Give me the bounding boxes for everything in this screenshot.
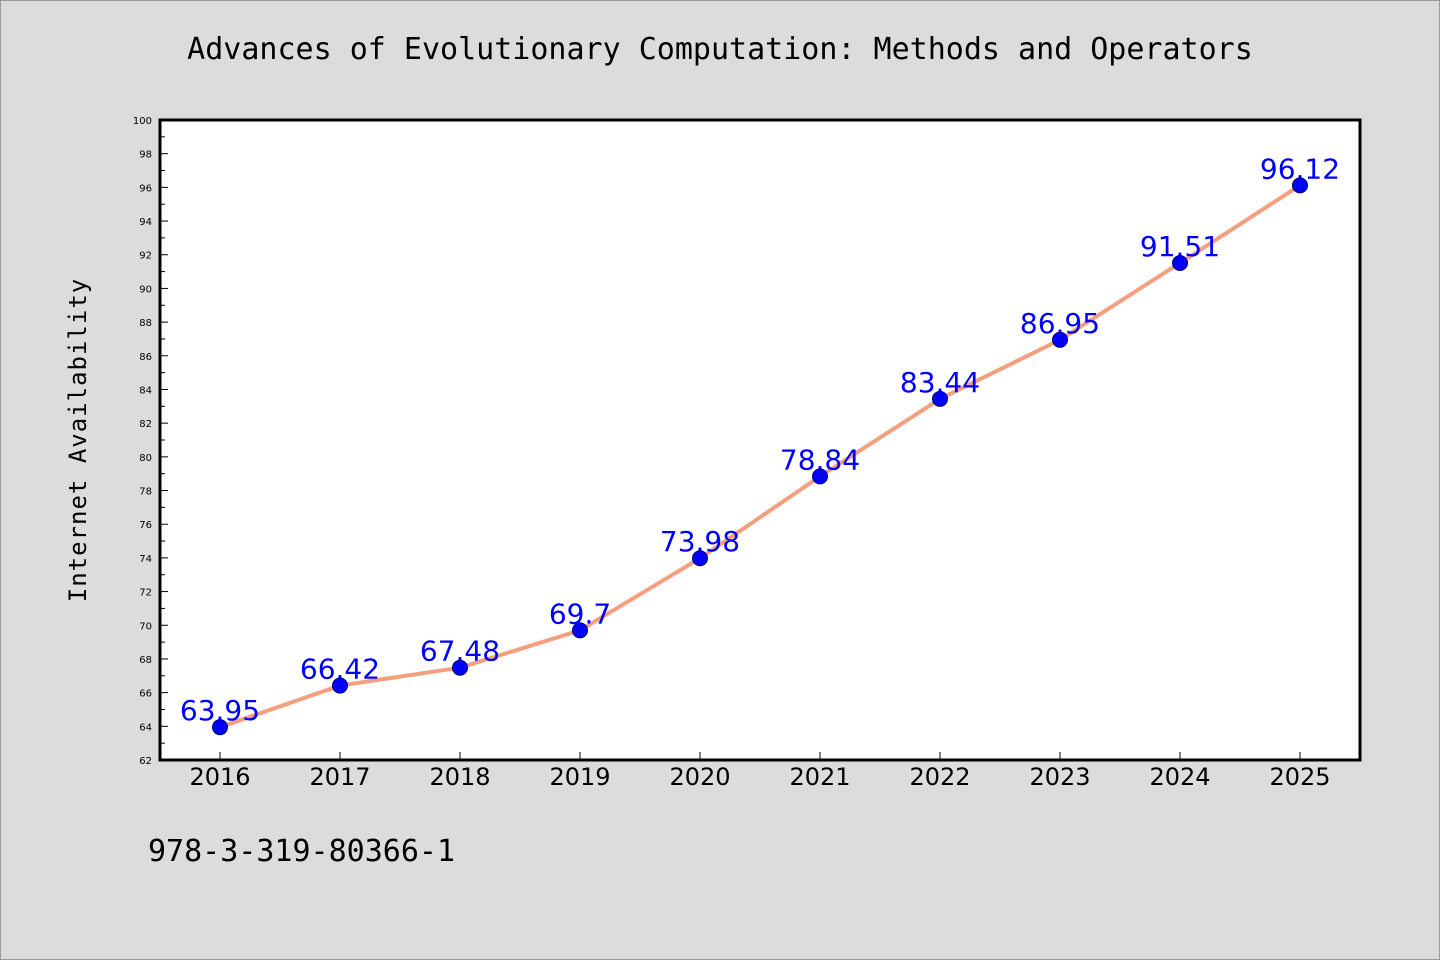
y-tick-label: 64	[139, 722, 152, 733]
data-point	[1172, 254, 1188, 271]
y-axis: 62 64 66 68 70 72 74 76 78 80 82 84 86 88 90 92 94 96 98 10…	[133, 116, 168, 767]
y-tick-label: 66	[139, 689, 152, 700]
data-point	[572, 622, 588, 639]
y-tick-label: 98	[139, 150, 152, 161]
y-tick-label: 90	[139, 284, 152, 295]
y-tick-label: 88	[139, 318, 152, 329]
data-point	[452, 659, 468, 676]
data-point	[692, 550, 708, 567]
y-tick-label: 68	[139, 655, 152, 666]
y-tick-label: 80	[139, 453, 152, 464]
y-tick-label: 100	[133, 116, 152, 127]
plot-border	[158, 118, 1362, 762]
y-tick-label: 92	[139, 251, 152, 262]
x-tick-label: 2023	[1029, 763, 1090, 791]
data-point	[932, 390, 948, 407]
x-tick-label: 2016	[189, 763, 250, 791]
y-tick-label: 72	[139, 588, 152, 599]
data-point	[212, 719, 228, 736]
x-axis: 2016 2017 2018 2019 2020 2021 2022 2023 2024 2025	[189, 752, 1331, 791]
data-point	[332, 677, 348, 694]
data-point	[1052, 331, 1068, 348]
y-tick-label: 70	[139, 621, 152, 632]
x-tick-label: 2022	[909, 763, 970, 791]
y-tick-label: 76	[139, 520, 152, 531]
chart-title: Advances of Evolutionary Computation: Me…	[187, 32, 1253, 67]
x-tick-label: 2019	[549, 763, 610, 791]
y-tick-label: 78	[139, 487, 152, 498]
y-tick-label: 82	[139, 419, 152, 430]
x-tick-label: 2025	[1269, 763, 1330, 791]
series-line	[218, 183, 1302, 730]
y-tick-label: 94	[139, 217, 152, 228]
x-tick-label: 2020	[669, 763, 730, 791]
y-tick-label: 96	[139, 183, 152, 194]
x-tick-label: 2021	[789, 763, 850, 791]
y-tick-label: 74	[139, 554, 152, 565]
x-tick-label: 2017	[309, 763, 370, 791]
x-tick-label: 2024	[1149, 763, 1210, 791]
series-group: 63.9566.4267.4869.773.9878.8483.4486.959…	[180, 152, 1340, 736]
plot-area	[160, 120, 1360, 760]
y-tick-label: 84	[139, 385, 152, 396]
data-point	[1292, 177, 1308, 194]
data-point	[812, 468, 828, 485]
y-tick-label: 86	[139, 352, 152, 363]
isbn-text: 978-3-319-80366-1	[148, 834, 456, 869]
x-tick-label: 2018	[429, 763, 490, 791]
y-tick-label: 62	[139, 756, 152, 767]
y-axis-label: Internet Availability	[64, 278, 92, 602]
